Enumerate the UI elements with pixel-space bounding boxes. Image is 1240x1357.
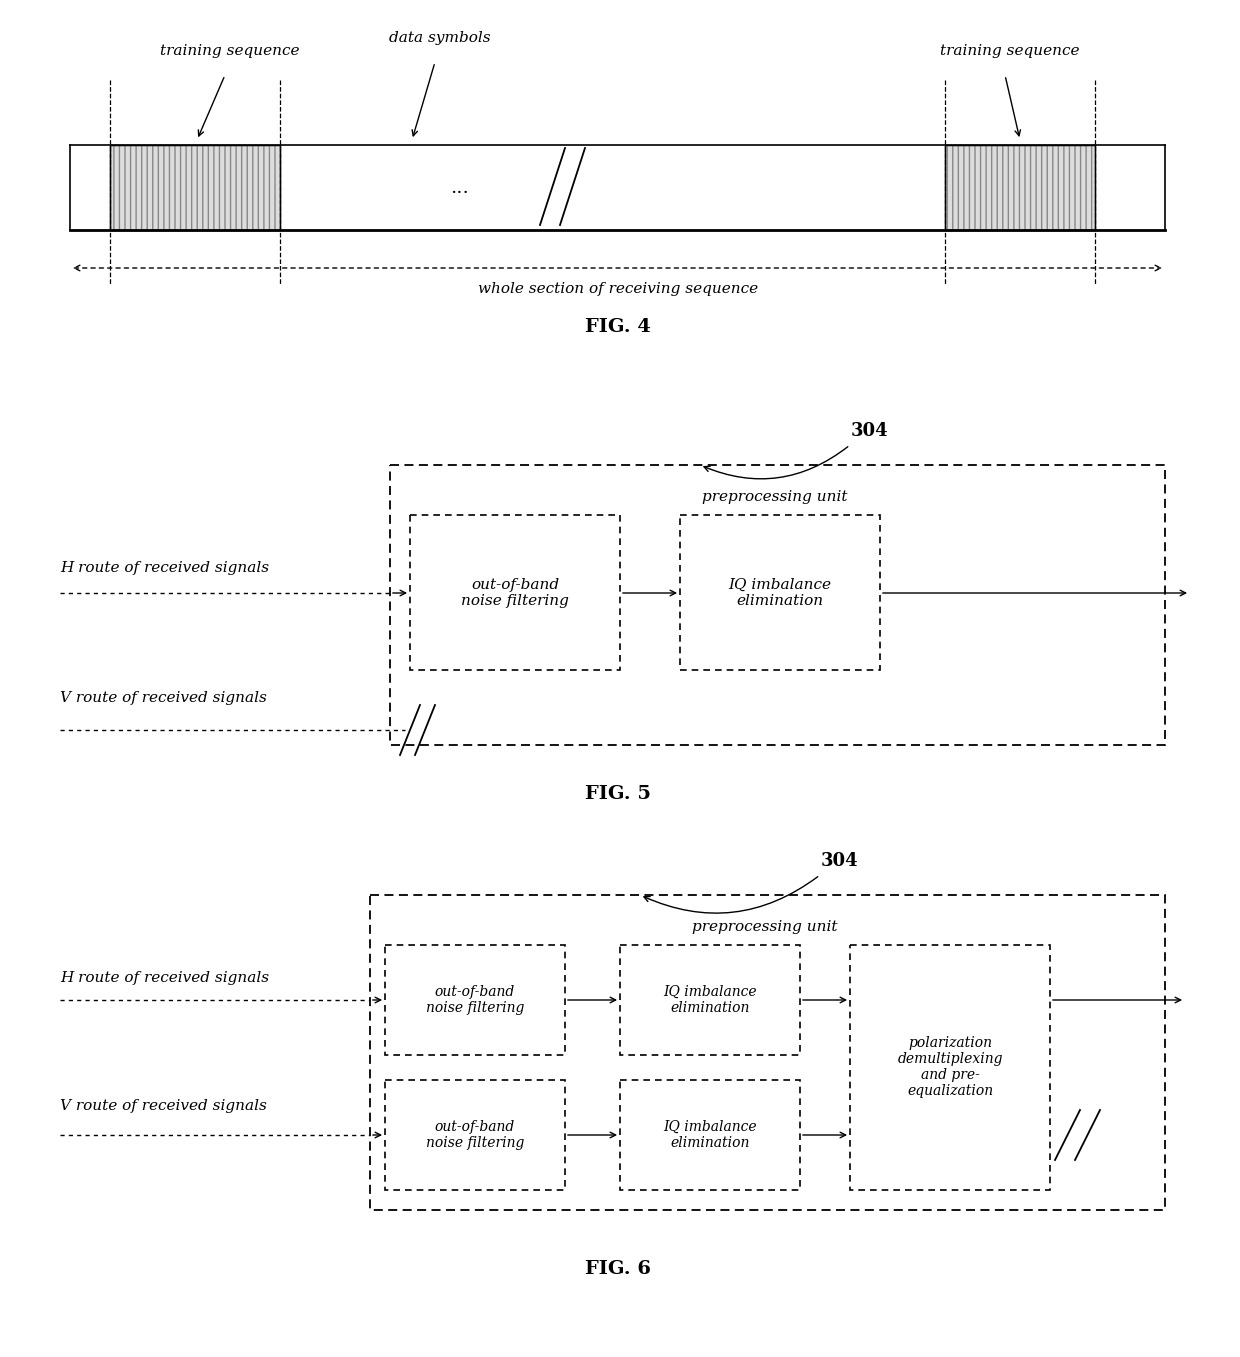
Text: training sequence: training sequence <box>160 43 300 58</box>
Text: 304: 304 <box>851 422 889 440</box>
Text: H route of received signals: H route of received signals <box>60 972 269 985</box>
Text: FIG. 6: FIG. 6 <box>585 1261 651 1278</box>
Text: H route of received signals: H route of received signals <box>60 560 269 575</box>
Text: data symbols: data symbols <box>389 31 491 45</box>
Text: V route of received signals: V route of received signals <box>60 691 267 706</box>
Bar <box>110 145 280 229</box>
Text: IQ imbalance
elimination: IQ imbalance elimination <box>663 1120 756 1151</box>
Bar <box>620 1080 800 1190</box>
Text: out-of-band
noise filtering: out-of-band noise filtering <box>461 578 569 608</box>
Text: out-of-band
noise filtering: out-of-band noise filtering <box>425 1120 525 1151</box>
Text: preprocessing unit: preprocessing unit <box>692 920 838 934</box>
Text: preprocessing unit: preprocessing unit <box>702 490 848 503</box>
Text: polarization
demultiplexing
and pre-
equalization: polarization demultiplexing and pre- equ… <box>898 1035 1003 1098</box>
Bar <box>110 145 280 229</box>
Bar <box>384 1080 565 1190</box>
Bar <box>849 944 1050 1190</box>
Bar <box>384 944 565 1054</box>
Text: FIG. 4: FIG. 4 <box>585 318 651 337</box>
Text: whole section of receiving sequence: whole section of receiving sequence <box>477 282 758 296</box>
Text: ...: ... <box>450 179 470 197</box>
Bar <box>680 516 880 670</box>
Bar <box>620 944 800 1054</box>
Text: out-of-band
noise filtering: out-of-band noise filtering <box>425 985 525 1015</box>
Text: IQ imbalance
elimination: IQ imbalance elimination <box>663 985 756 1015</box>
Bar <box>945 145 1095 229</box>
Bar <box>391 465 1166 745</box>
Text: IQ imbalance
elimination: IQ imbalance elimination <box>729 578 832 608</box>
Text: FIG. 5: FIG. 5 <box>585 784 651 803</box>
Bar <box>410 516 620 670</box>
Text: 304: 304 <box>821 852 859 870</box>
Bar <box>945 145 1095 229</box>
Text: V route of received signals: V route of received signals <box>60 1099 267 1113</box>
Text: training sequence: training sequence <box>940 43 1080 58</box>
Bar <box>370 896 1166 1210</box>
